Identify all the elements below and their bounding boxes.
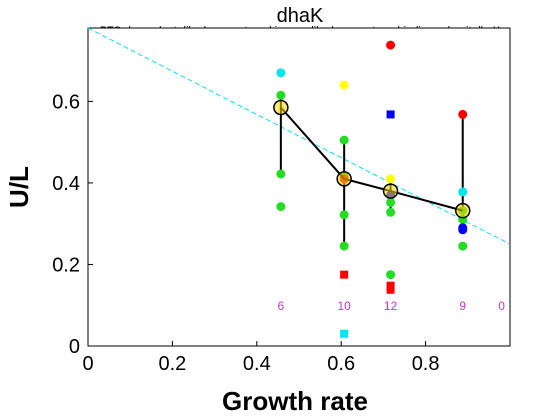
trend-line <box>87 27 511 245</box>
data-point <box>339 210 349 220</box>
x-tick-label: 0.6 <box>327 353 355 375</box>
y-tick-label: 0.2 <box>52 254 80 276</box>
data-point <box>386 174 396 184</box>
data-point <box>339 80 349 90</box>
data-point <box>276 68 286 78</box>
x-tick-label: 0.2 <box>158 353 186 375</box>
data-point-square <box>340 270 349 279</box>
data-point-square <box>386 281 395 290</box>
data-point <box>386 270 396 280</box>
data-point <box>339 135 349 145</box>
data-point-square <box>340 329 349 338</box>
mean-marker <box>454 202 471 219</box>
sample-count-label: 9 <box>459 299 466 313</box>
data-point <box>458 241 468 251</box>
data-point <box>386 40 396 50</box>
y-axis-ticks: 0 0.2 0.4 0.6 <box>52 91 93 358</box>
data-point <box>386 207 396 217</box>
x-tick-label: 0.4 <box>243 353 271 375</box>
x-tick-label: 0 <box>82 353 93 375</box>
data-point <box>458 225 468 235</box>
sample-count-label: 12 <box>384 299 398 313</box>
mean-marker <box>273 99 289 116</box>
data-point <box>276 202 286 212</box>
y-tick-label: 0.6 <box>52 91 80 113</box>
x-axis-label: Growth rate <box>222 386 368 416</box>
sample-counts-group: 6 10 12 9 0 <box>278 299 506 313</box>
y-tick-label: 0.4 <box>52 173 80 195</box>
data-point <box>276 90 286 100</box>
sample-count-label: 6 <box>278 299 285 313</box>
data-point <box>386 197 396 207</box>
mean-line <box>280 106 463 212</box>
chart-title: dhaK <box>277 5 324 27</box>
data-point <box>458 187 468 197</box>
x-axis-ticks: 0 0.2 0.4 0.6 0.8 <box>82 341 440 375</box>
sample-count-label: 0 <box>498 299 505 313</box>
sample-count-label: 10 <box>337 299 351 313</box>
data-point-square <box>386 110 395 119</box>
data-point <box>339 241 349 251</box>
data-point <box>276 169 286 179</box>
x-tick-label: 0.8 <box>412 353 440 375</box>
data-point <box>458 109 468 119</box>
data-point-square <box>386 285 395 294</box>
mean-marker <box>336 171 352 187</box>
mean-marker <box>382 183 399 199</box>
mean-series-group <box>273 99 471 219</box>
plot-area <box>87 27 511 347</box>
y-tick-label: 0 <box>69 336 80 358</box>
trend-line-group <box>87 27 511 245</box>
y-axis-label: U/L <box>4 166 34 208</box>
